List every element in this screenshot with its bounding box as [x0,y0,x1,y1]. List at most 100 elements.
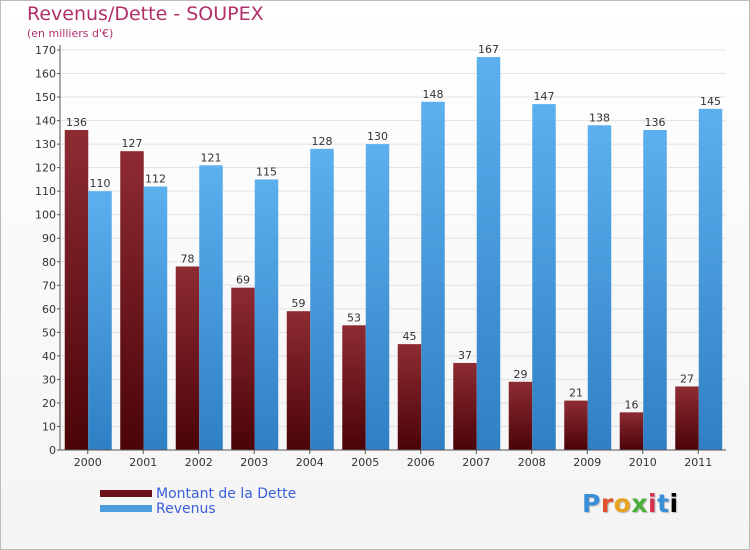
data-label-revenus-2005: 130 [367,130,388,143]
y-tick-label: 20 [42,397,56,410]
y-tick-label: 120 [35,162,56,175]
data-label-revenus-2000: 110 [90,177,111,190]
data-label-debt-2007: 37 [458,349,472,362]
bar-revenus-2002 [199,165,223,450]
logo-letter: x [631,489,648,518]
y-tick-label: 150 [35,91,56,104]
data-label-debt-2001: 127 [122,137,143,150]
logo-letter: i [648,489,658,518]
legend: Montant de la Dette Revenus [100,485,297,517]
x-tick-label: 2006 [407,456,435,469]
bar-debt-2007 [453,362,477,450]
legend-item-revenus: Revenus [100,500,296,517]
data-label-revenus-2010: 136 [645,116,666,129]
data-label-revenus-2001: 112 [145,172,166,185]
grid [60,49,726,427]
legend-item-debt: Montant de la Dette [100,485,297,502]
bar-debt-2006 [397,344,422,450]
proxiti-logo: Proxiti [582,489,679,518]
bar-debt-2004 [286,311,311,450]
bar-debt-2009 [564,400,588,450]
chart-subtitle: (en milliers d'€) [27,27,114,40]
y-tick-label: 130 [35,138,56,151]
bar-revenus-2005 [365,144,390,450]
y-tick-label: 0 [49,444,56,457]
bar-revenus-2000 [88,191,112,451]
legend-label-revenus: Revenus [156,500,216,517]
y-tick-label: 160 [35,68,56,81]
y-tick-label: 80 [42,256,56,269]
data-label-revenus-2008: 147 [534,90,555,103]
bar-revenus-2009 [587,125,612,450]
data-label-revenus-2011: 145 [700,95,721,108]
x-tick-label: 2010 [629,456,657,469]
x-tick-label: 2008 [518,456,546,469]
logo-letter: r [600,489,614,518]
x-tick-label: 2003 [240,456,268,469]
bar-debt-2010 [619,412,644,450]
x-tick-label: 2005 [351,456,379,469]
bar-revenus-2008 [532,104,556,450]
logo-letter: o [613,489,632,518]
bars [64,57,723,451]
y-tick-label: 30 [42,373,56,386]
data-label-revenus-2003: 115 [256,165,277,178]
y-tick-label: 170 [35,44,56,57]
data-label-revenus-2004: 128 [312,135,333,148]
bar-revenus-2004 [310,148,334,450]
bar-revenus-2003 [254,179,279,451]
x-tick-label: 2001 [129,456,157,469]
data-labels: 136 110 127 112 78 121 69 115 59 128 53 130 45 148 37 1… [66,43,721,411]
y-tick-label: 60 [42,303,56,316]
y-tick-label: 140 [35,115,56,128]
bar-debt-2008 [508,381,533,450]
logo-letter: i [669,489,679,518]
bar-revenus-2006 [421,101,445,450]
bar-debt-2000 [64,130,89,450]
bar-debt-2001 [120,151,144,451]
logo-letter: t [657,489,670,518]
bar-debt-2011 [675,386,699,450]
bar-revenus-2011 [698,108,723,450]
bar-revenus-2010 [643,130,667,450]
x-tick-label: 2004 [296,456,324,469]
y-tick-label: 10 [42,420,56,433]
data-label-revenus-2009: 138 [589,111,610,124]
data-label-debt-2009: 21 [569,387,583,400]
x-tick-label: 2011 [684,456,712,469]
x-tick-label: 2002 [185,456,213,469]
y-tick-label: 100 [35,209,56,222]
legend-swatch-debt [100,490,152,497]
data-label-debt-2010: 16 [625,398,639,411]
data-label-debt-2005: 53 [347,311,361,324]
data-label-debt-2003: 69 [236,274,250,287]
y-tick-label: 40 [42,350,56,363]
bar-revenus-2007 [476,57,501,450]
bar-debt-2003 [231,287,255,450]
data-label-debt-2002: 78 [181,252,195,265]
bar-revenus-2001 [143,186,168,450]
data-label-revenus-2002: 121 [201,151,222,164]
bar-debt-2005 [342,325,366,450]
data-label-debt-2011: 27 [680,372,694,385]
data-label-debt-2008: 29 [514,368,528,381]
x-tick-label: 2000 [74,456,102,469]
axes: 0 10 20 30 40 50 60 70 80 90 100 110 120 130 140 150 160… [35,44,726,469]
x-tick-label: 2007 [462,456,490,469]
data-label-debt-2000: 136 [66,116,87,129]
logo-letter: P [582,489,601,518]
data-label-debt-2006: 45 [403,330,417,343]
legend-swatch-revenus [100,505,152,512]
legend-label-debt: Montant de la Dette [156,485,297,502]
data-label-revenus-2006: 148 [423,88,444,101]
x-tick-label: 2009 [573,456,601,469]
chart-title: Revenus/Dette - SOUPEX [27,3,264,25]
y-tick-label: 50 [42,326,56,339]
y-tick-label: 110 [35,185,56,198]
y-tick-label: 70 [42,279,56,292]
data-label-debt-2004: 59 [292,297,306,310]
bar-debt-2002 [175,266,200,450]
y-tick-label: 90 [42,232,56,245]
data-label-revenus-2007: 167 [478,43,499,56]
